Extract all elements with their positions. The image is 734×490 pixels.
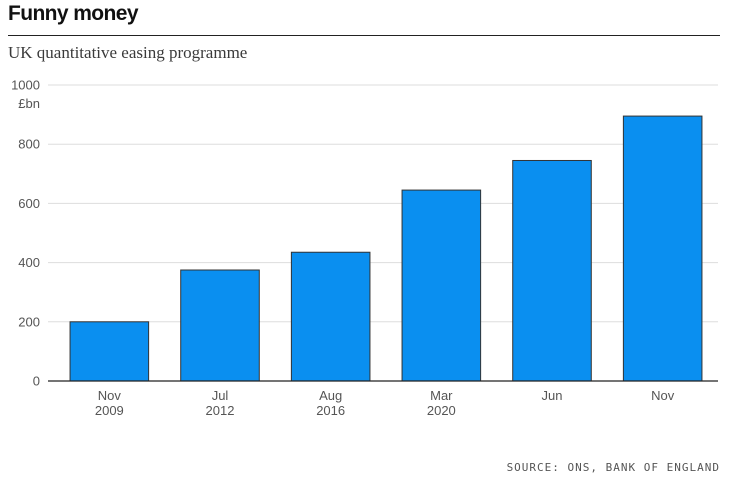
bar (69, 321, 150, 382)
x-tick-label: Mar (430, 388, 453, 403)
y-tick-label: 400 (18, 255, 40, 270)
y-tick-label: 1000 (11, 78, 40, 93)
y-tick-label: 200 (18, 314, 40, 329)
chart-title: Funny money (8, 2, 139, 25)
x-tick-label: 2012 (206, 403, 235, 418)
source-note: SOURCE: ONS, BANK OF ENGLAND (506, 461, 720, 474)
x-tick-label: Aug (319, 388, 342, 403)
x-tick-label: 2020 (427, 403, 456, 418)
title-divider (8, 35, 720, 36)
x-tick-label: Nov (98, 388, 122, 403)
x-tick-label: 2009 (95, 403, 124, 418)
x-tick-label: 2016 (316, 403, 345, 418)
bar (401, 189, 482, 382)
chart-subtitle: UK quantitative easing programme (8, 43, 248, 62)
bar (180, 269, 260, 382)
y-axis-ticks: 0 200 400 600 800 1000 (11, 78, 40, 389)
x-tick-label: Jun (542, 388, 563, 403)
bar (622, 115, 703, 382)
x-tick-label: Jul (212, 388, 229, 403)
bar (512, 159, 592, 382)
bars (69, 115, 703, 382)
y-axis-unit-label: £bn (18, 96, 40, 111)
x-tick-label: Nov (651, 388, 675, 403)
y-tick-label: 0 (33, 374, 40, 389)
bar (290, 251, 371, 382)
gridlines (48, 84, 718, 323)
y-tick-label: 600 (18, 196, 40, 211)
y-tick-label: 800 (18, 137, 40, 152)
